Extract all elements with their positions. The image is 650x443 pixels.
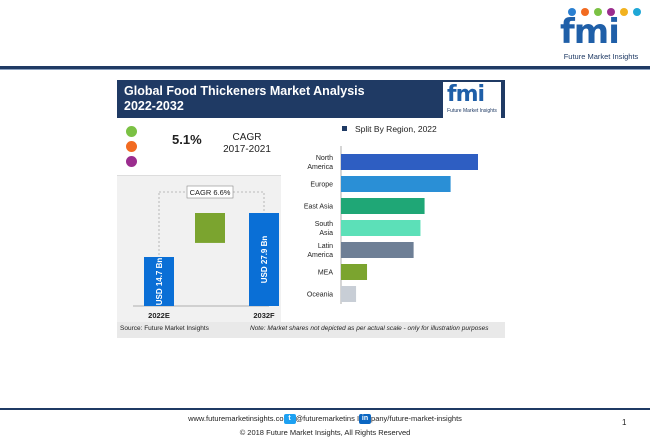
waterfall-bar-label: USD 27.9 Bn xyxy=(260,236,269,284)
page-header xyxy=(0,0,650,68)
linkedin-link[interactable]: pany/future-market-insights xyxy=(371,414,462,423)
header-rule xyxy=(0,66,650,69)
panel-logo-letters: fmi xyxy=(447,82,485,107)
footer-rule xyxy=(0,408,650,410)
panel-title: Global Food Thickeners Market Analysis 2… xyxy=(124,84,365,113)
region-chart-title: Split By Region, 2022 xyxy=(355,124,437,134)
panel-title-bar xyxy=(117,80,505,118)
header-rule-thin xyxy=(0,69,650,70)
fmi-logo: fmi Future Market Insights xyxy=(556,8,646,64)
region-tick-label: East Asia xyxy=(304,204,333,211)
cagr-value: 5.1% xyxy=(172,132,202,147)
region-tick-label: Asia xyxy=(319,230,333,237)
purple-dot-icon xyxy=(126,156,137,167)
logo-tagline: Future Market Insights xyxy=(563,52,639,61)
region-bar xyxy=(341,286,357,302)
region-bar xyxy=(341,154,478,170)
cagr-summary xyxy=(117,118,281,176)
website-link[interactable]: www.futuremarketinsights.co xyxy=(188,414,284,423)
region-tick-label: MEA xyxy=(318,270,334,277)
region-tick-label: Latin xyxy=(318,243,333,250)
region-tick-label: South xyxy=(315,221,333,228)
region-bar xyxy=(341,264,368,280)
region-bar-chart: Split By Region, 2022 North America Europe… xyxy=(304,124,478,304)
waterfall-chart: USD 14.7 Bn 2022E USD 27.9 Bn 2032F CAGR 6.6… xyxy=(133,185,279,320)
cagr-annotation-box xyxy=(186,185,234,199)
twitter-handle[interactable]: @futuremarketins xyxy=(295,414,355,423)
note-text: Note: Market shares not depicted as per … xyxy=(250,325,489,332)
cagr-annotation: CAGR 6.6% xyxy=(190,188,231,197)
panel-logo: fmi Future Market Insights xyxy=(443,82,501,118)
waterfall-tick-label: 2032F xyxy=(253,311,275,320)
green-dot-icon xyxy=(126,126,137,137)
panel-logo-tagline: Future Market Insights xyxy=(447,108,497,114)
region-bar xyxy=(341,176,451,192)
orange-dot-icon xyxy=(126,141,137,152)
linkedin-icon[interactable]: in xyxy=(359,414,372,425)
region-bar xyxy=(341,220,421,236)
separator-text: I xyxy=(356,414,360,423)
region-tick-label: America xyxy=(307,164,333,171)
contact-line: www.futuremarketinsights.co t @futuremarke… xyxy=(0,414,650,425)
region-tick-label: America xyxy=(307,252,333,259)
waterfall-chart-panel: USD 14.7 Bn 2022E USD 27.9 Bn 2032F CAGR 6.6… xyxy=(117,176,281,322)
page-number: 1 xyxy=(622,418,627,427)
copyright: © 2018 Future Market Insights, All Right… xyxy=(239,428,411,437)
waterfall-tick-label: 2022E xyxy=(148,311,170,320)
waterfall-bar xyxy=(249,213,279,306)
logo-letters: fmi xyxy=(560,12,620,52)
region-tick-label: Europe xyxy=(310,182,333,189)
region-chart-panel: Split By Region, 2022 North America Europe… xyxy=(281,118,505,322)
waterfall-increment-bar xyxy=(195,213,225,243)
region-tick-label: Oceania xyxy=(307,292,333,299)
twitter-icon[interactable]: t xyxy=(283,414,296,425)
logo-icons xyxy=(568,8,641,20)
cagr-period: 2017-2021 xyxy=(223,144,271,155)
cagr-label: CAGR xyxy=(232,132,262,143)
region-tick-label: North xyxy=(316,155,333,162)
waterfall-bar-label: USD 14.7 Bn xyxy=(155,258,164,306)
source-text: Source: Future Market Insights xyxy=(120,325,209,332)
waterfall-bar xyxy=(144,257,174,306)
source-strip xyxy=(117,322,505,338)
legend-marker xyxy=(342,126,347,131)
region-bar xyxy=(341,242,414,258)
region-bar xyxy=(341,198,425,214)
cagr-label-block: CAGR 2017-2021 xyxy=(222,132,272,156)
